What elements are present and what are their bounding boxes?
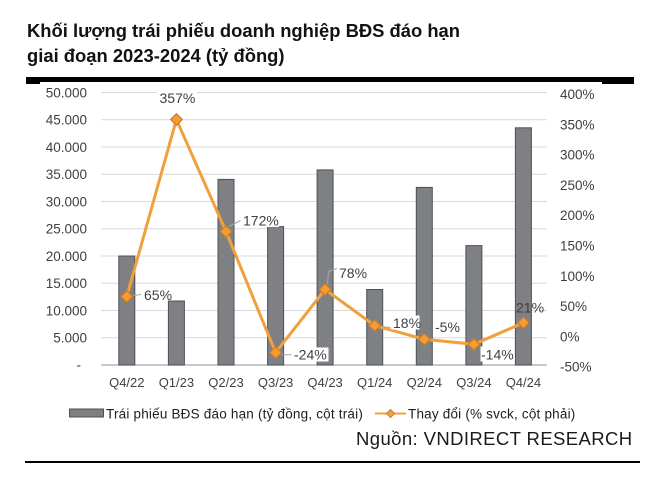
svg-text:-5%: -5% xyxy=(435,319,460,335)
svg-text:-24%: -24% xyxy=(294,347,327,363)
svg-text:Q4/24: Q4/24 xyxy=(506,375,541,390)
svg-text:10.000: 10.000 xyxy=(46,303,87,318)
svg-text:Q1/24: Q1/24 xyxy=(357,375,392,390)
svg-text:Thay đổi (% svck, cột phải): Thay đổi (% svck, cột phải) xyxy=(408,407,575,422)
svg-text:172%: 172% xyxy=(243,213,279,229)
svg-text:Q2/24: Q2/24 xyxy=(407,375,442,390)
svg-text:35.000: 35.000 xyxy=(46,167,87,182)
svg-text:78%: 78% xyxy=(339,265,367,281)
svg-text:45.000: 45.000 xyxy=(46,113,87,128)
svg-text:Trái phiếu BĐS đáo hạn (tỷ đồn: Trái phiếu BĐS đáo hạn (tỷ đồng, cột trá… xyxy=(106,407,363,422)
svg-text:-50%: -50% xyxy=(560,360,592,375)
svg-text:5.000: 5.000 xyxy=(53,331,87,346)
svg-text:150%: 150% xyxy=(560,239,595,254)
svg-text:350%: 350% xyxy=(560,117,595,132)
svg-text:Q3/23: Q3/23 xyxy=(258,375,293,390)
svg-text:50.000: 50.000 xyxy=(46,85,87,100)
svg-text:15.000: 15.000 xyxy=(46,276,87,291)
svg-text:18%: 18% xyxy=(393,315,421,331)
svg-text:50%: 50% xyxy=(560,299,587,314)
svg-text:Q4/22: Q4/22 xyxy=(109,375,144,390)
svg-text:400%: 400% xyxy=(560,87,595,102)
svg-text:21%: 21% xyxy=(516,300,544,316)
svg-text:Nguồn: VNDIRECT RESEARCH: Nguồn: VNDIRECT RESEARCH xyxy=(356,428,633,449)
svg-text:Q1/23: Q1/23 xyxy=(159,375,194,390)
svg-text:200%: 200% xyxy=(560,208,595,223)
svg-text:357%: 357% xyxy=(160,90,196,106)
svg-text:Q2/23: Q2/23 xyxy=(208,375,243,390)
svg-text:30.000: 30.000 xyxy=(46,194,87,209)
svg-text:Q4/23: Q4/23 xyxy=(307,375,342,390)
svg-text:40.000: 40.000 xyxy=(46,140,87,155)
svg-text:250%: 250% xyxy=(560,178,595,193)
svg-text:Q3/24: Q3/24 xyxy=(456,375,491,390)
svg-text:20.000: 20.000 xyxy=(46,249,87,264)
svg-text:300%: 300% xyxy=(560,148,595,163)
svg-text:100%: 100% xyxy=(560,269,595,284)
svg-text:65%: 65% xyxy=(144,287,172,303)
svg-text:25.000: 25.000 xyxy=(46,222,87,237)
svg-text:0%: 0% xyxy=(560,329,580,344)
svg-text:-: - xyxy=(77,358,82,373)
svg-text:-14%: -14% xyxy=(481,347,514,363)
